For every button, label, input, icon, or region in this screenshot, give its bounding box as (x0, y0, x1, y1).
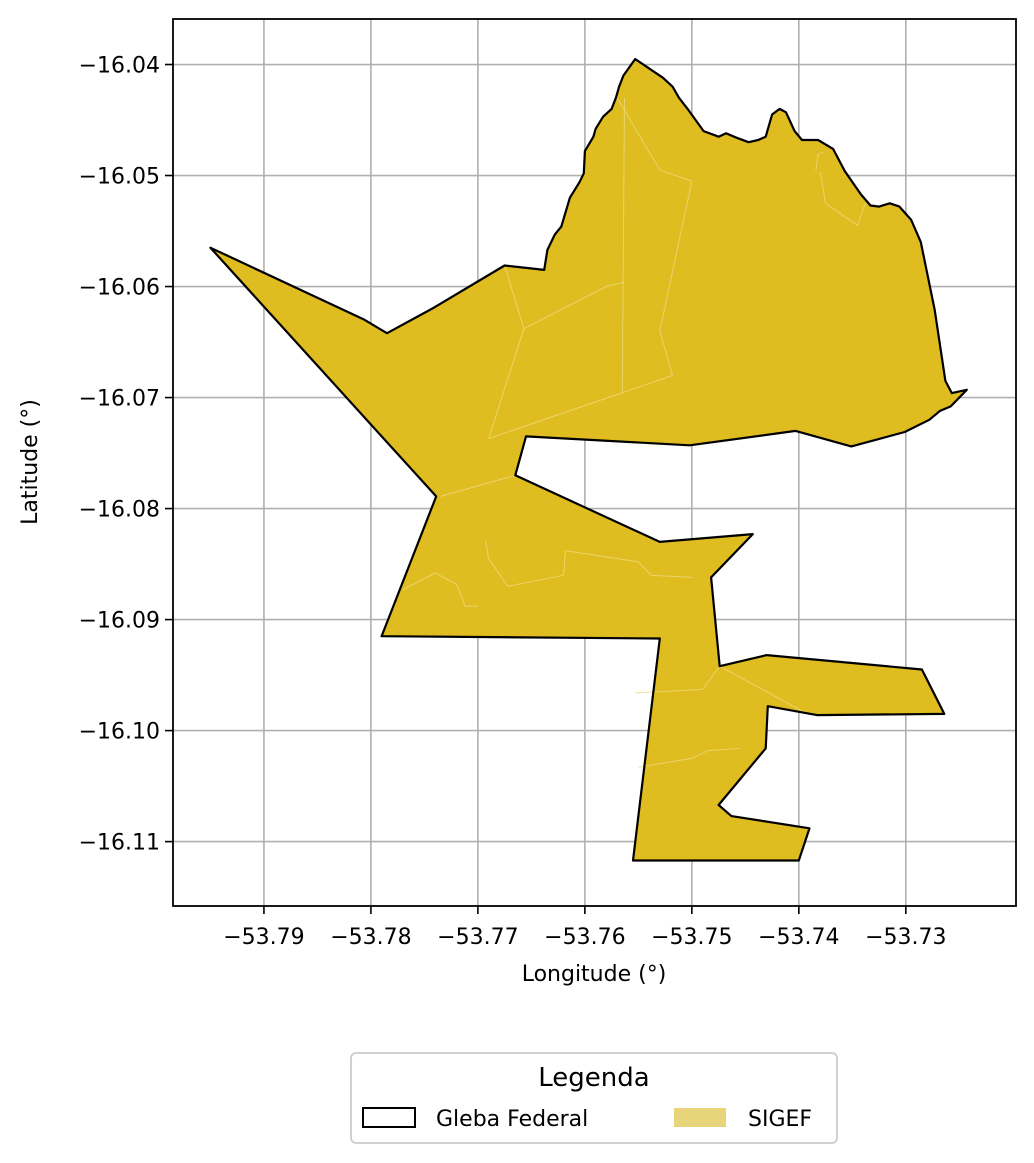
x-tick-label-3: −53.76 (544, 925, 625, 950)
sigef-parcel-boundary-7 (440, 474, 516, 497)
legend-swatch-gleba-federal (362, 1107, 416, 1128)
y-tick-label-2: −16.06 (79, 276, 160, 301)
x-tick-label-2: −53.77 (437, 925, 518, 950)
y-tick-label-7: −16.11 (79, 831, 160, 856)
sigef-parcel-boundary-14 (638, 747, 741, 768)
sigef-parcel-boundary-0 (504, 265, 625, 330)
sigef-parcel-boundary-4 (659, 180, 693, 376)
x-tick-label-6: −53.73 (865, 925, 946, 950)
x-tick-label-5: −53.74 (758, 925, 839, 950)
sigef-parcel-boundary-15 (815, 151, 824, 171)
y-tick-label-5: −16.09 (79, 609, 160, 634)
sigef-parcel-boundary-5 (616, 97, 693, 182)
sigef-parcel-boundary-1 (488, 328, 525, 439)
x-tick-label-1: −53.78 (330, 925, 411, 950)
legend-label-sigef: SIGEF (748, 1107, 812, 1132)
y-tick-label-3: −16.07 (79, 387, 160, 412)
gleba-federal-boundary (209, 57, 968, 862)
y-tick-label-4: −16.08 (79, 498, 160, 523)
y-tick-label-0: −16.04 (79, 54, 160, 79)
y-tick-label-1: −16.05 (79, 165, 160, 190)
sigef-parcel-boundary-6 (819, 172, 866, 227)
legend-title: Legenda (538, 1063, 649, 1093)
sigef-parcel-boundary-9 (484, 539, 564, 587)
x-tick-label-0: −53.79 (223, 925, 304, 950)
sigef-parcel-boundary-13 (719, 665, 810, 716)
legend-label-gleba-federal: Gleba Federal (436, 1107, 588, 1132)
sigef-parcel-boundary-12 (635, 665, 721, 694)
sigef-parcel-boundary-10 (563, 550, 567, 576)
x-tick-label-4: −53.75 (651, 925, 732, 950)
y-tick-label-6: −16.10 (79, 720, 160, 745)
sigef-parcel-boundary-11 (565, 550, 692, 578)
x-axis-label: Longitude (°) (522, 962, 667, 987)
x-axis-ticks: −53.79 −53.78 −53.77 −53.76 −53.75 −53.74 −53.… (223, 906, 947, 950)
sigef-parcel-boundary-2 (488, 374, 673, 440)
y-axis-ticks: −16.04 −16.05 −16.06 −16.07 −16.08 −16.09 −16.… (79, 54, 173, 856)
sigef-parcel-boundary-8 (402, 572, 478, 607)
map-layer (209, 57, 968, 862)
axes-frame (172, 18, 1017, 907)
legend: Legenda Gleba Federal SIGEF (350, 1052, 838, 1144)
legend-swatch-sigef (674, 1108, 726, 1127)
sigef-parcels-fill (210, 59, 967, 861)
sigef-parcel-boundary-3 (621, 97, 625, 393)
y-axis-label: Latitude (°) (18, 399, 43, 525)
